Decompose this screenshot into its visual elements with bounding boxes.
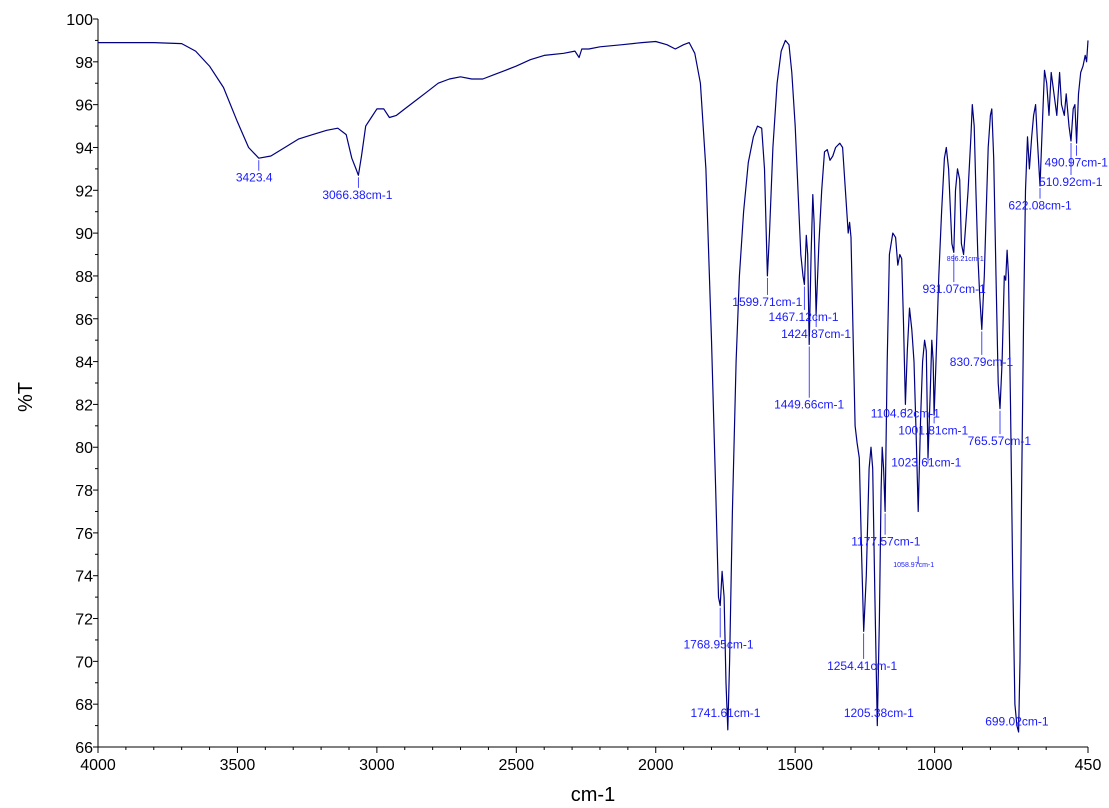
y-tick-label: 100: [66, 12, 93, 29]
x-ticks: 4000 3500 3000 2500 2000 1500 1000 450: [80, 747, 1101, 774]
peak-label: 1205.38cm-1: [844, 706, 914, 720]
peak-label: 510.92cm-1: [1039, 175, 1103, 189]
peak-label: 1058.97cm-1: [893, 562, 934, 569]
y-ticks: 66 68 70 72 74 76 78 80 82 84 86 88 90 92 94 96 98 100: [66, 12, 98, 757]
x-tick-label: 3000: [359, 757, 395, 774]
spectrum-line: [98, 39, 1089, 733]
peak-label: 699.02cm-1: [985, 715, 1049, 729]
y-tick-label: 76: [75, 526, 93, 543]
peak-label: 1467.12cm-1: [769, 310, 839, 324]
y-tick-label: 80: [75, 440, 93, 457]
y-tick-label: 90: [75, 226, 93, 243]
x-tick-label: 450: [1075, 757, 1102, 774]
peak-label: 1424.87cm-1: [781, 327, 851, 341]
y-tick-label: 84: [75, 355, 93, 372]
peak-label: 1768.95cm-1: [683, 638, 753, 652]
axes: [97, 19, 1088, 748]
x-tick-label: 2000: [638, 757, 674, 774]
peak-label: 1449.66cm-1: [774, 398, 844, 412]
peak-label: 1177.57cm-1: [851, 535, 920, 549]
x-tick-label: 1500: [777, 757, 813, 774]
y-tick-label: 92: [75, 183, 93, 200]
y-axis-title: %T: [15, 382, 37, 412]
y-tick-label: 86: [75, 312, 93, 329]
x-tick-label: 4000: [80, 757, 116, 774]
y-tick-label: 66: [75, 740, 93, 757]
peak-label: 931.07cm-1: [922, 282, 986, 296]
peak-label: 490.97cm-1: [1045, 156, 1109, 170]
peak-label: 1599.71cm-1: [732, 295, 802, 309]
x-tick-label: 3500: [220, 757, 256, 774]
y-tick-label: 74: [75, 569, 93, 586]
peak-label: 1254.41cm-1: [827, 659, 897, 673]
x-tick-label: 1000: [917, 757, 953, 774]
peak-label: 1741.61cm-1: [690, 706, 760, 720]
x-axis-title: cm-1: [571, 784, 615, 806]
y-tick-label: 70: [75, 654, 93, 671]
peak-label: 1001.81cm-1: [898, 423, 968, 437]
peak-label: 830.79cm-1: [950, 355, 1014, 369]
y-tick-label: 94: [75, 140, 93, 157]
peak-label: 765.57cm-1: [968, 434, 1032, 448]
peak-label: 896.21cm-1: [947, 256, 984, 263]
y-tick-label: 72: [75, 612, 93, 629]
y-tick-label: 88: [75, 269, 93, 286]
peak-label: 622.08cm-1: [1008, 199, 1072, 213]
peak-leader-lines: [258, 143, 1077, 723]
y-tick-label: 78: [75, 483, 93, 500]
y-tick-label: 98: [75, 55, 93, 72]
y-tick-label: 96: [75, 98, 93, 115]
peak-label: 1104.62cm-1: [871, 406, 940, 420]
x-tick-label: 2500: [499, 757, 535, 774]
y-tick-label: 68: [75, 697, 93, 714]
peak-label: 3423.4: [236, 171, 273, 185]
peak-label: 3066.38cm-1: [322, 188, 392, 202]
peak-label: 1023.61cm-1: [891, 456, 961, 470]
y-tick-label: 82: [75, 397, 93, 414]
